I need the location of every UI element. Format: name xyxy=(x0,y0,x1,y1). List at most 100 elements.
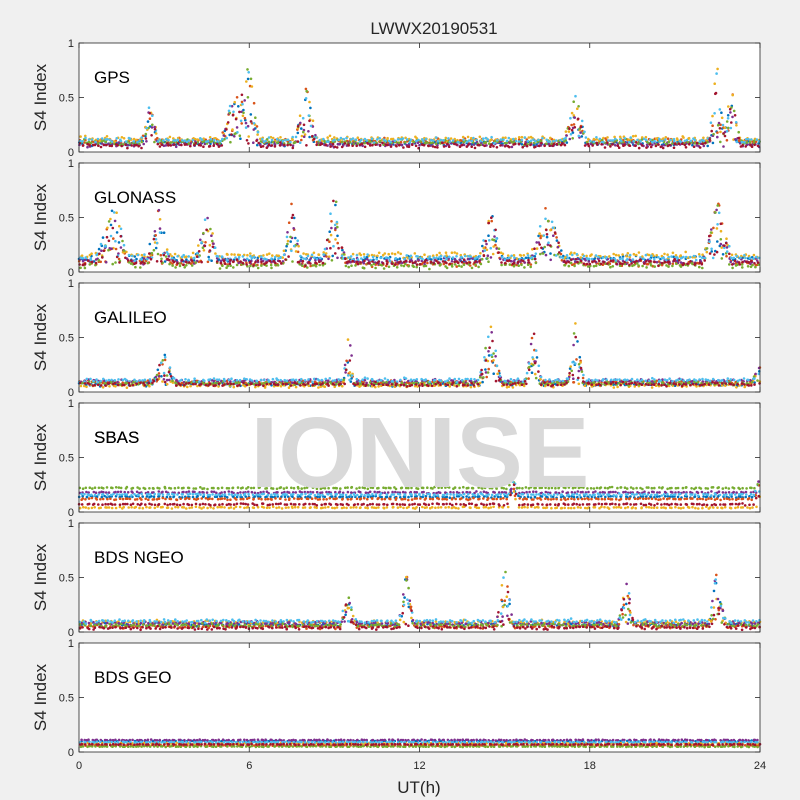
data-point xyxy=(736,383,740,386)
data-point xyxy=(301,264,304,268)
data-point xyxy=(358,380,362,383)
data-point xyxy=(501,252,505,256)
data-point xyxy=(164,137,168,141)
data-point xyxy=(185,264,188,267)
data-point xyxy=(595,136,598,139)
data-point xyxy=(363,259,366,263)
data-point xyxy=(558,251,561,254)
data-point xyxy=(570,128,574,132)
data-point xyxy=(104,260,108,264)
data-point xyxy=(261,137,264,141)
data-point xyxy=(306,254,310,258)
data-point xyxy=(720,246,723,249)
data-point xyxy=(213,246,217,249)
data-point xyxy=(162,231,166,234)
data-point xyxy=(143,253,146,256)
data-point xyxy=(93,383,96,387)
data-point xyxy=(474,260,478,263)
data-point xyxy=(742,377,746,380)
data-point xyxy=(467,254,470,258)
data-point xyxy=(434,382,438,386)
data-point xyxy=(733,259,737,263)
data-point xyxy=(183,139,186,142)
data-point xyxy=(558,379,561,383)
data-point xyxy=(715,72,718,75)
data-point xyxy=(470,145,474,148)
data-point xyxy=(671,379,674,383)
data-point xyxy=(291,135,295,139)
data-point xyxy=(676,138,679,142)
data-point xyxy=(755,138,759,141)
data-point xyxy=(505,139,509,143)
data-point xyxy=(436,146,439,149)
data-point xyxy=(613,135,616,139)
data-point xyxy=(501,255,504,259)
data-point xyxy=(160,257,163,261)
data-point xyxy=(578,355,582,359)
data-point xyxy=(549,252,552,255)
data-point xyxy=(221,137,224,141)
data-point xyxy=(332,199,335,203)
data-point xyxy=(128,137,132,140)
data-point xyxy=(698,384,702,387)
y-tick-label: 0.5 xyxy=(59,213,74,225)
data-point xyxy=(444,251,448,254)
data-point xyxy=(408,140,412,144)
data-point xyxy=(626,257,629,261)
data-point xyxy=(640,383,644,387)
data-point xyxy=(296,140,300,143)
data-point xyxy=(498,257,502,261)
data-point xyxy=(399,138,403,141)
data-point xyxy=(85,385,88,389)
data-point xyxy=(732,378,736,382)
data-point xyxy=(572,123,576,126)
data-point xyxy=(599,383,602,387)
data-point xyxy=(208,136,212,139)
data-point xyxy=(504,380,507,383)
data-point xyxy=(531,248,534,251)
data-point xyxy=(211,232,214,235)
data-point xyxy=(239,137,242,140)
data-point xyxy=(571,360,574,364)
data-point xyxy=(311,119,315,122)
data-point xyxy=(716,204,719,207)
data-point xyxy=(243,99,246,102)
data-point xyxy=(594,264,598,268)
data-point xyxy=(415,265,419,269)
data-point xyxy=(165,374,169,377)
data-point xyxy=(186,385,189,389)
data-point xyxy=(120,136,124,139)
data-point xyxy=(163,374,166,377)
data-point xyxy=(512,254,516,257)
data-point xyxy=(716,135,719,139)
y-tick-label: 0.5 xyxy=(59,333,74,345)
data-point xyxy=(664,138,667,141)
data-point xyxy=(702,144,706,148)
data-point xyxy=(737,130,740,134)
data-point xyxy=(300,127,303,130)
data-point xyxy=(445,266,449,270)
data-point xyxy=(328,230,332,233)
data-point xyxy=(535,247,539,250)
data-point xyxy=(108,385,111,388)
data-point xyxy=(320,142,324,146)
data-point xyxy=(647,253,651,257)
data-point xyxy=(447,137,450,140)
data-point xyxy=(714,211,717,214)
data-point xyxy=(347,256,350,259)
data-point xyxy=(332,244,335,248)
data-point xyxy=(140,253,144,257)
data-point xyxy=(157,208,161,212)
data-point xyxy=(381,383,385,387)
data-point xyxy=(302,130,305,134)
data-point xyxy=(573,116,576,119)
data-point xyxy=(711,114,714,118)
data-point xyxy=(409,254,413,258)
data-point xyxy=(304,97,308,100)
data-point xyxy=(226,121,230,124)
data-point xyxy=(669,138,672,142)
data-point xyxy=(472,384,476,387)
data-point xyxy=(235,381,239,384)
data-point xyxy=(188,261,191,264)
data-point xyxy=(396,251,400,254)
